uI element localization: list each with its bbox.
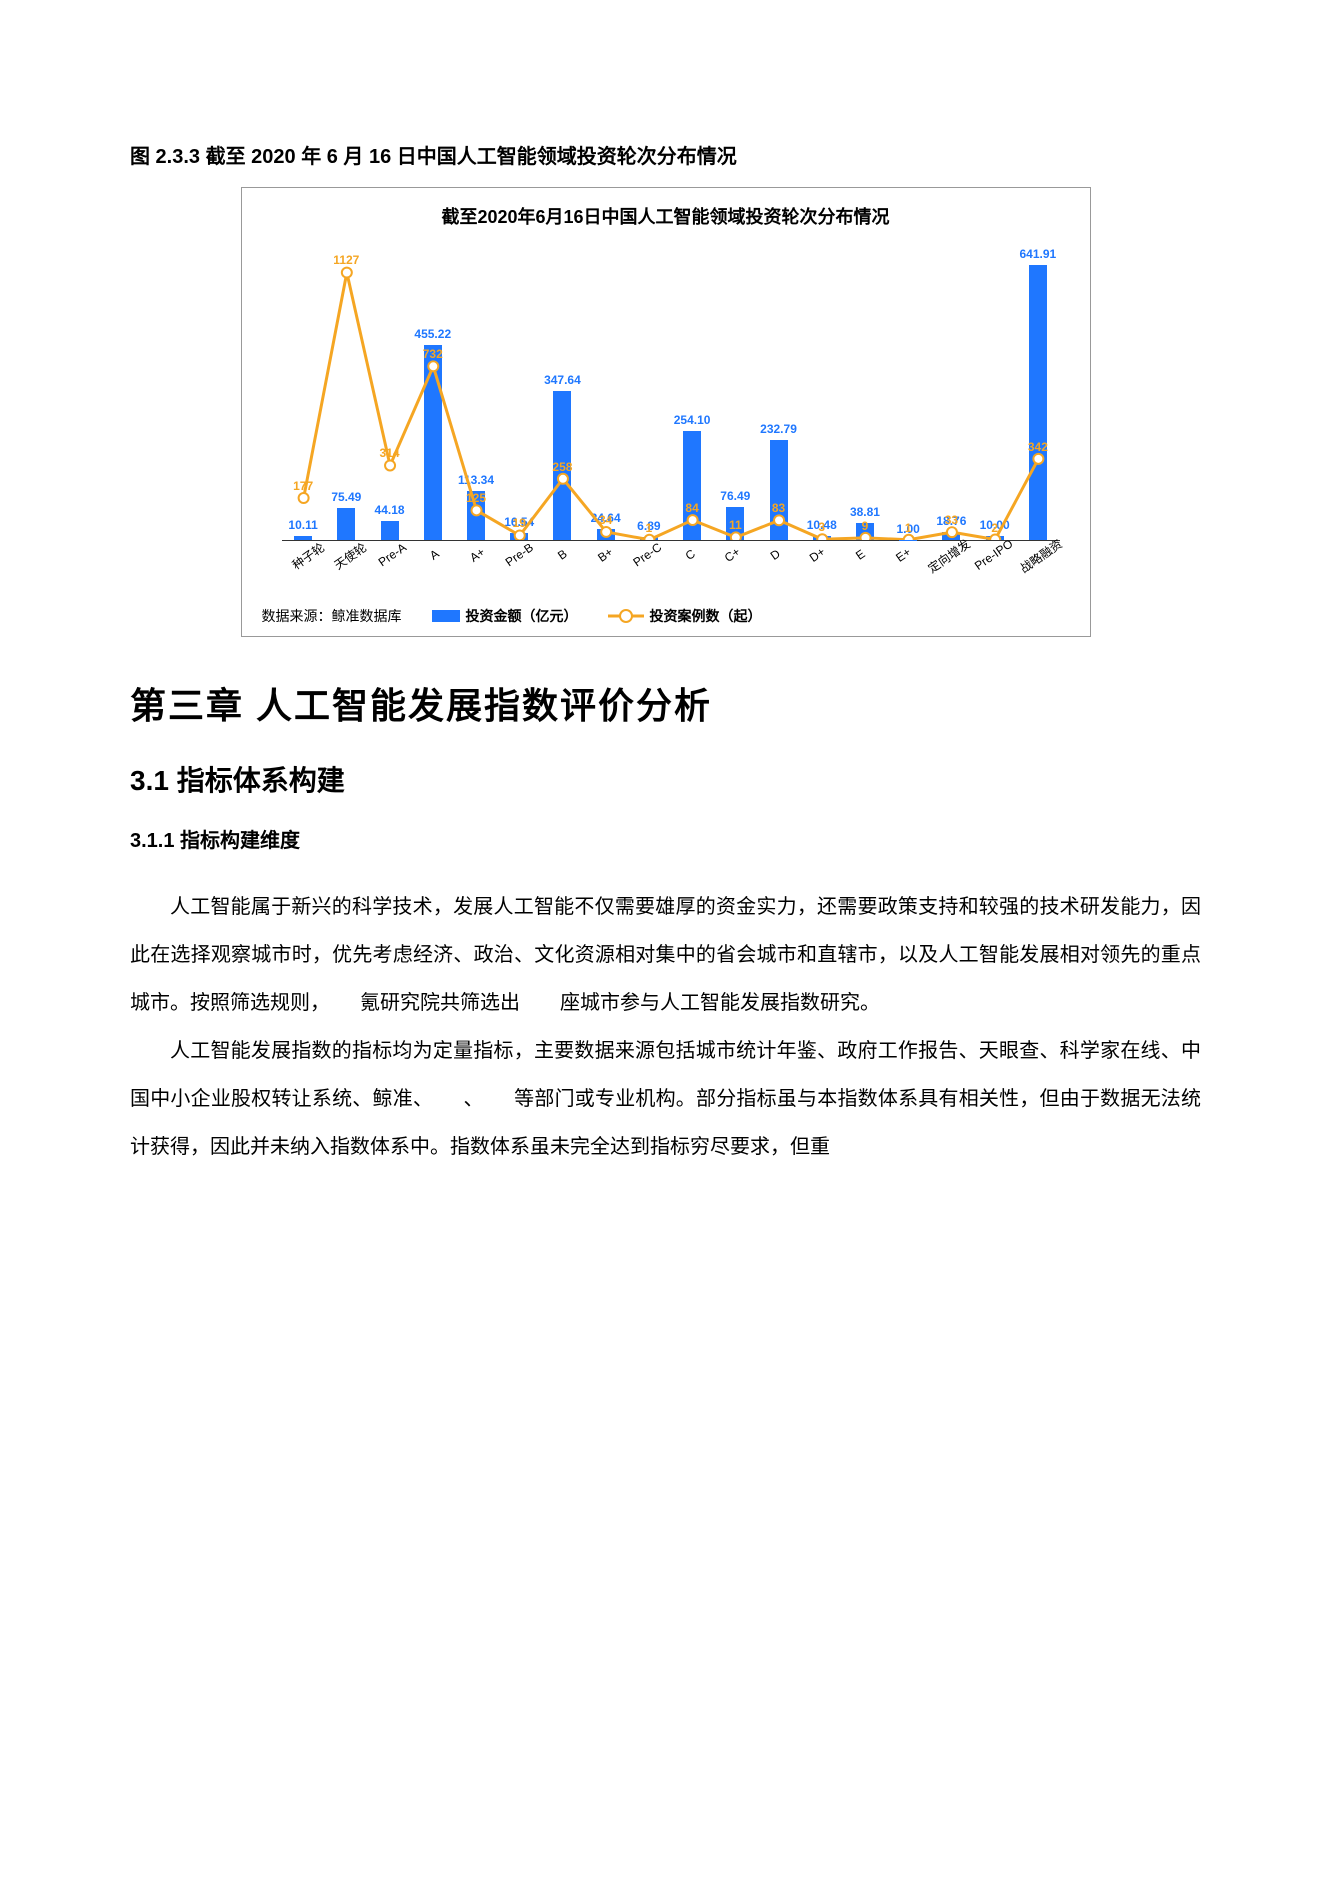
- chart-plot: 10.11 75.49 44.18 455.22 113.34 16.54347.6424…: [282, 241, 1060, 541]
- subsection-heading: 3.1.1 指标构建维度: [130, 824, 1201, 853]
- legend-line-swatch: [608, 610, 644, 622]
- chapter-heading: 第三章 人工智能发展指数评价分析: [130, 677, 1201, 729]
- line-value-label: 1: [646, 521, 653, 535]
- bar-value-label: 254.10: [674, 413, 711, 427]
- legend-line: 投资案例数（起）: [608, 606, 762, 626]
- line-value-label: 34: [599, 513, 612, 527]
- bar-wrap: 10.11: [282, 241, 325, 540]
- chart-area: 10.11 75.49 44.18 455.22 113.34 16.54347.6424…: [252, 241, 1080, 601]
- bar-value-label: 44.18: [375, 503, 405, 517]
- x-axis-labels: 种子轮天使轮Pre-AAA+Pre-BBB+Pre-CCC+DD+EE+定向增发…: [282, 541, 1060, 601]
- chart-legend: 数据来源：鲸准数据库 投资金额（亿元） 投资案例数（起）: [252, 606, 1080, 626]
- bar-wrap: 76.49: [714, 241, 757, 540]
- bar-value-label: 10.11: [288, 518, 317, 532]
- bar: [986, 536, 1004, 540]
- paragraph: 人工智能属于新兴的科学技术，发展人工智能不仅需要雄厚的资金实力，还需要政策支持和…: [130, 883, 1201, 1027]
- section-heading: 3.1 指标体系构建: [130, 759, 1201, 799]
- chart-container: 截至2020年6月16日中国人工智能领域投资轮次分布情况 10.11 75.49 4…: [241, 187, 1091, 637]
- line-value-label: 1: [905, 521, 912, 535]
- bar: [381, 521, 399, 540]
- bar-wrap: 10.48: [800, 241, 843, 540]
- bars-group: 10.11 75.49 44.18 455.22 113.34 16.54347.6424…: [282, 241, 1060, 540]
- line-value-label: 342: [1028, 440, 1048, 454]
- bar-wrap: 347.64: [541, 241, 584, 540]
- bar: [1029, 265, 1047, 540]
- bar-wrap: 254.10: [670, 241, 713, 540]
- bar-value-label: 347.64: [544, 373, 581, 387]
- bar-wrap: 641.91: [1016, 241, 1059, 540]
- legend-line-label: 投资案例数（起）: [650, 606, 762, 626]
- line-value-label: 9: [862, 519, 869, 533]
- legend-bar-swatch: [432, 610, 460, 622]
- bar: [597, 529, 615, 540]
- bar-value-label: 75.49: [331, 490, 361, 504]
- x-label: 战略融资: [1016, 535, 1085, 605]
- bar-value-label: 232.79: [760, 422, 797, 436]
- bar-value-label: 641.91: [1019, 247, 1056, 261]
- bar: [683, 431, 701, 540]
- figure-caption: 图 2.3.3 截至 2020 年 6 月 16 日中国人工智能领域投资轮次分布…: [130, 140, 1201, 169]
- legend-bar: 投资金额（亿元）: [432, 606, 578, 626]
- line-value-label: 11: [729, 518, 742, 532]
- bar-wrap: 24.64: [584, 241, 627, 540]
- line-value-label: 314: [380, 446, 400, 460]
- bar-value-label: 38.81: [850, 505, 880, 519]
- line-value-label: 3: [818, 520, 825, 534]
- bar-wrap: 1.00: [887, 241, 930, 540]
- data-source: 数据来源：鲸准数据库: [262, 606, 402, 626]
- bar-wrap: 455.22: [411, 241, 454, 540]
- paragraph: 人工智能发展指数的指标均为定量指标，主要数据来源包括城市统计年鉴、政府工作报告、…: [130, 1027, 1201, 1171]
- line-value-label: 125: [466, 491, 486, 505]
- line-value-label: 732: [423, 347, 443, 361]
- line-value-label: 33: [945, 513, 958, 527]
- line-value-label: 2: [991, 521, 998, 535]
- line-value-label: 177: [293, 479, 313, 493]
- line-value-label: 1127: [333, 253, 359, 267]
- bar-wrap: 6.89: [627, 241, 670, 540]
- bar-wrap: 10.00: [973, 241, 1016, 540]
- bar-wrap: 16.54: [498, 241, 541, 540]
- bar-wrap: 44.18: [368, 241, 411, 540]
- body-text: 人工智能属于新兴的科学技术，发展人工智能不仅需要雄厚的资金实力，还需要政策支持和…: [130, 883, 1201, 1171]
- bar: [337, 508, 355, 540]
- legend-bar-label: 投资金额（亿元）: [466, 606, 578, 626]
- bar: [424, 345, 442, 540]
- bar: [510, 533, 528, 540]
- line-value-label: 19: [513, 516, 526, 530]
- line-value-label: 83: [772, 501, 785, 515]
- line-value-label: 258: [552, 460, 572, 474]
- bar-wrap: 38.81: [843, 241, 886, 540]
- bar-value-label: 455.22: [414, 327, 451, 341]
- bar-wrap: 75.49: [325, 241, 368, 540]
- bar-wrap: 18.76: [930, 241, 973, 540]
- bar-wrap: 232.79: [757, 241, 800, 540]
- chart-title: 截至2020年6月16日中国人工智能领域投资轮次分布情况: [252, 203, 1080, 229]
- bar-value-label: 76.49: [720, 489, 750, 503]
- line-value-label: 84: [685, 501, 698, 515]
- bar-value-label: 113.34: [458, 473, 494, 487]
- bar: [770, 440, 788, 540]
- bar: [294, 536, 312, 540]
